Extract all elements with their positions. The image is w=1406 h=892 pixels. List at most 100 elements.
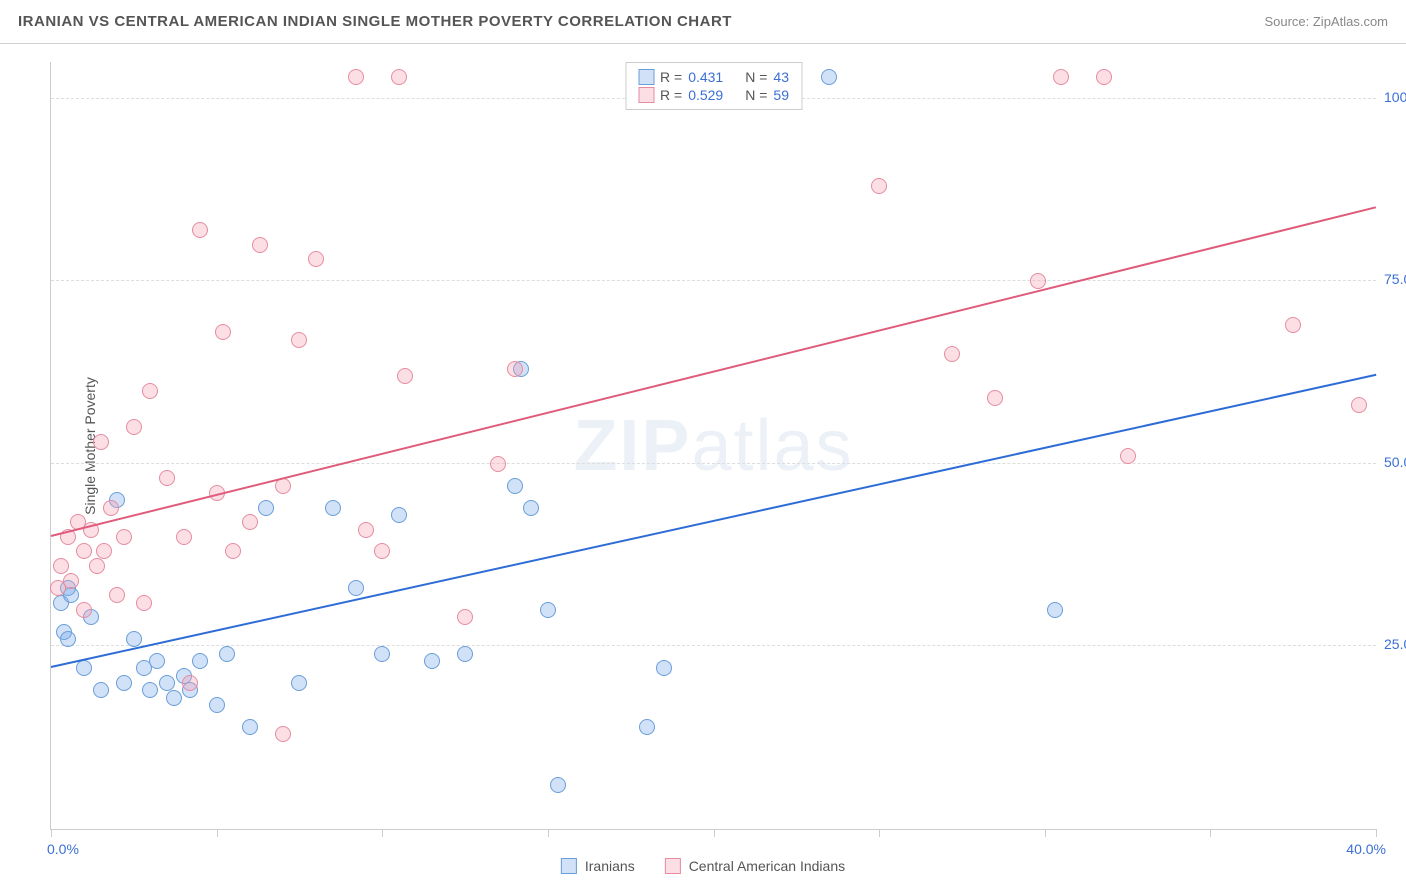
legend-swatch-cai-bottom bbox=[665, 858, 681, 874]
legend-bottom-cai: Central American Indians bbox=[665, 858, 845, 874]
data-point bbox=[871, 178, 887, 194]
y-tick-label: 25.0% bbox=[1384, 636, 1406, 652]
data-point bbox=[142, 682, 158, 698]
data-point bbox=[209, 697, 225, 713]
x-tick bbox=[1210, 829, 1211, 837]
data-point bbox=[291, 332, 307, 348]
x-tick bbox=[51, 829, 52, 837]
data-point bbox=[60, 631, 76, 647]
data-point bbox=[76, 602, 92, 618]
data-point bbox=[159, 470, 175, 486]
x-tick-max: 40.0% bbox=[1346, 841, 1386, 857]
data-point bbox=[192, 653, 208, 669]
x-tick bbox=[1376, 829, 1377, 837]
data-point bbox=[1053, 69, 1069, 85]
gridline bbox=[51, 463, 1376, 464]
data-point bbox=[242, 719, 258, 735]
data-point bbox=[550, 777, 566, 793]
gridline bbox=[51, 280, 1376, 281]
x-tick bbox=[382, 829, 383, 837]
legend-swatch-iranians bbox=[638, 69, 654, 85]
x-tick bbox=[879, 829, 880, 837]
data-point bbox=[159, 675, 175, 691]
data-point bbox=[166, 690, 182, 706]
data-point bbox=[1047, 602, 1063, 618]
data-point bbox=[391, 507, 407, 523]
data-point bbox=[103, 500, 119, 516]
data-point bbox=[136, 595, 152, 611]
data-point bbox=[374, 543, 390, 559]
data-point bbox=[507, 361, 523, 377]
data-point bbox=[93, 434, 109, 450]
x-tick bbox=[1045, 829, 1046, 837]
data-point bbox=[457, 609, 473, 625]
data-point bbox=[1120, 448, 1136, 464]
data-point bbox=[192, 222, 208, 238]
data-point bbox=[308, 251, 324, 267]
chart-title: IRANIAN VS CENTRAL AMERICAN INDIAN SINGL… bbox=[18, 13, 732, 30]
data-point bbox=[490, 456, 506, 472]
data-point bbox=[182, 675, 198, 691]
data-point bbox=[656, 660, 672, 676]
data-point bbox=[142, 383, 158, 399]
data-point bbox=[291, 675, 307, 691]
data-point bbox=[219, 646, 235, 662]
data-point bbox=[225, 543, 241, 559]
data-point bbox=[397, 368, 413, 384]
data-point bbox=[540, 602, 556, 618]
data-point bbox=[96, 543, 112, 559]
data-point bbox=[63, 573, 79, 589]
x-tick-min: 0.0% bbox=[47, 841, 79, 857]
data-point bbox=[987, 390, 1003, 406]
data-point bbox=[76, 543, 92, 559]
data-point bbox=[821, 69, 837, 85]
data-point bbox=[126, 631, 142, 647]
data-point bbox=[639, 719, 655, 735]
data-point bbox=[126, 419, 142, 435]
legend-row-cai: R = 0.529 N = 59 bbox=[638, 87, 789, 103]
y-tick-label: 50.0% bbox=[1384, 454, 1406, 470]
trend-line bbox=[51, 206, 1376, 537]
x-tick bbox=[548, 829, 549, 837]
legend-bottom: Iranians Central American Indians bbox=[561, 858, 845, 874]
gridline bbox=[51, 645, 1376, 646]
data-point bbox=[391, 69, 407, 85]
data-point bbox=[275, 726, 291, 742]
data-point bbox=[1351, 397, 1367, 413]
data-point bbox=[424, 653, 440, 669]
scatter-plot: Single Mother Poverty ZIPatlas R = 0.431… bbox=[50, 62, 1376, 830]
x-tick bbox=[714, 829, 715, 837]
data-point bbox=[242, 514, 258, 530]
chart-header: IRANIAN VS CENTRAL AMERICAN INDIAN SINGL… bbox=[0, 0, 1406, 44]
chart-source: Source: ZipAtlas.com bbox=[1264, 14, 1388, 29]
data-point bbox=[374, 646, 390, 662]
data-point bbox=[325, 500, 341, 516]
data-point bbox=[523, 500, 539, 516]
data-point bbox=[89, 558, 105, 574]
data-point bbox=[507, 478, 523, 494]
data-point bbox=[109, 587, 125, 603]
data-point bbox=[1030, 273, 1046, 289]
legend-swatch-cai bbox=[638, 87, 654, 103]
data-point bbox=[93, 682, 109, 698]
legend-top: R = 0.431 N = 43 R = 0.529 N = 59 bbox=[625, 62, 802, 110]
y-tick-label: 100.0% bbox=[1384, 89, 1406, 105]
data-point bbox=[149, 653, 165, 669]
legend-row-iranians: R = 0.431 N = 43 bbox=[638, 69, 789, 85]
legend-bottom-iranians: Iranians bbox=[561, 858, 635, 874]
data-point bbox=[215, 324, 231, 340]
y-tick-label: 75.0% bbox=[1384, 271, 1406, 287]
data-point bbox=[53, 558, 69, 574]
x-tick bbox=[217, 829, 218, 837]
data-point bbox=[116, 529, 132, 545]
data-point bbox=[944, 346, 960, 362]
data-point bbox=[348, 580, 364, 596]
data-point bbox=[1285, 317, 1301, 333]
data-point bbox=[252, 237, 268, 253]
data-point bbox=[1096, 69, 1112, 85]
data-point bbox=[76, 660, 92, 676]
legend-swatch-iranians-bottom bbox=[561, 858, 577, 874]
data-point bbox=[258, 500, 274, 516]
data-point bbox=[176, 529, 192, 545]
watermark: ZIPatlas bbox=[573, 405, 853, 487]
